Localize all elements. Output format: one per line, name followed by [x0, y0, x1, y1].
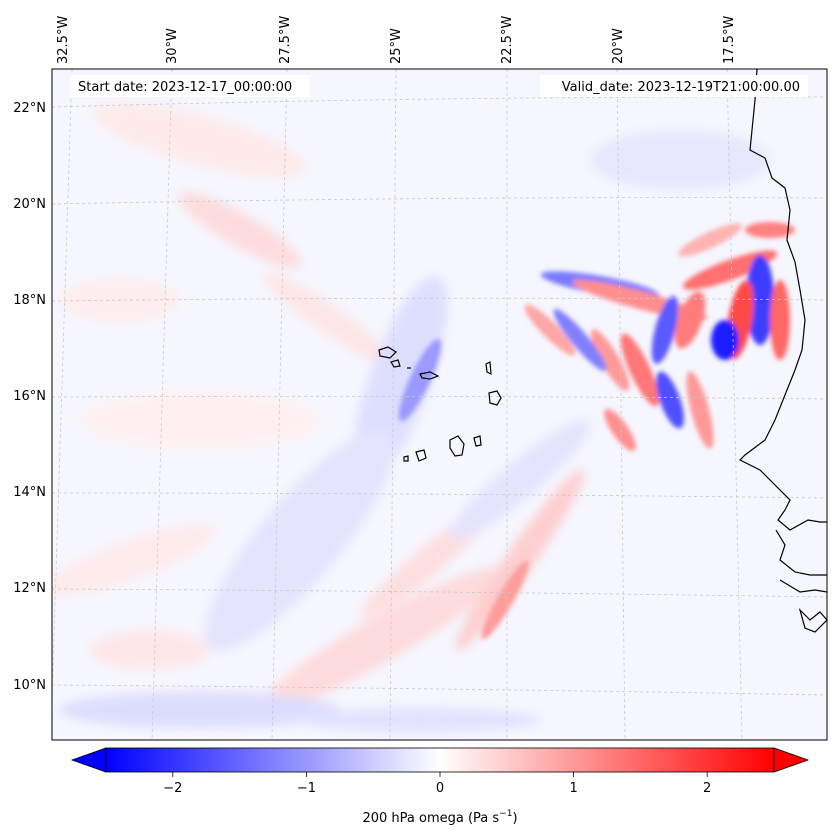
- lon-label: 22.5°W: [500, 16, 515, 64]
- lat-label: 14°N: [13, 485, 46, 500]
- lat-label: 10°N: [13, 678, 46, 693]
- start-date-box: [70, 75, 310, 97]
- colorbar-ticks: −2 −1 0 1 2: [163, 772, 711, 796]
- graticule: [52, 69, 827, 740]
- omega-field: [52, 69, 827, 740]
- colorbar-extend-min: [70, 747, 107, 773]
- valid-date-box: [540, 75, 808, 97]
- lon-label: 20°W: [611, 28, 626, 64]
- colorbar-tick-label: 2: [703, 781, 711, 796]
- lat-label: 16°N: [13, 389, 46, 404]
- colorbar-title-main: 200 hPa omega (Pa s: [362, 811, 499, 826]
- colorbar-title-end: ): [512, 811, 517, 826]
- valid-date-label: Valid_date: 2023-12-19T21:00:00.00: [562, 80, 800, 95]
- colorbar-extend-max: [773, 747, 810, 773]
- lat-label: 18°N: [13, 293, 46, 308]
- cape-verde-islands: [378, 346, 502, 462]
- start-date-label: Start date: 2023-12-17_00:00:00: [78, 80, 292, 95]
- colorbar-tick-label: −1: [297, 781, 316, 796]
- colorbar-tick-label: 0: [436, 781, 444, 796]
- lon-label: 17.5°W: [722, 16, 737, 64]
- colorbar-tick-label: 1: [569, 781, 577, 796]
- colorbar-title: 200 hPa omega (Pa s−1): [362, 809, 517, 826]
- longitude-labels: 32.5°W 30°W 27.5°W 25°W 22.5°W 20°W 17.5…: [56, 16, 737, 64]
- lon-label: 32.5°W: [56, 16, 71, 64]
- colorbar-tick-label: −2: [163, 781, 182, 796]
- colorbar-title-exponent: −1: [499, 809, 512, 819]
- lat-label: 12°N: [13, 581, 46, 596]
- lon-label: 30°W: [165, 28, 180, 64]
- colorbar: −2 −1 0 1 2 200 hPa omega (Pa s−1): [70, 747, 810, 826]
- coastline: [738, 69, 827, 633]
- lon-label: 27.5°W: [278, 16, 293, 64]
- map-frame: [51, 68, 828, 741]
- lat-label: 22°N: [13, 101, 46, 116]
- lat-label: 20°N: [13, 197, 46, 212]
- colorbar-body: [105, 747, 775, 773]
- latitude-labels: 22°N 20°N 18°N 16°N 14°N 12°N 10°N: [13, 101, 46, 693]
- lon-label: 25°W: [389, 28, 404, 64]
